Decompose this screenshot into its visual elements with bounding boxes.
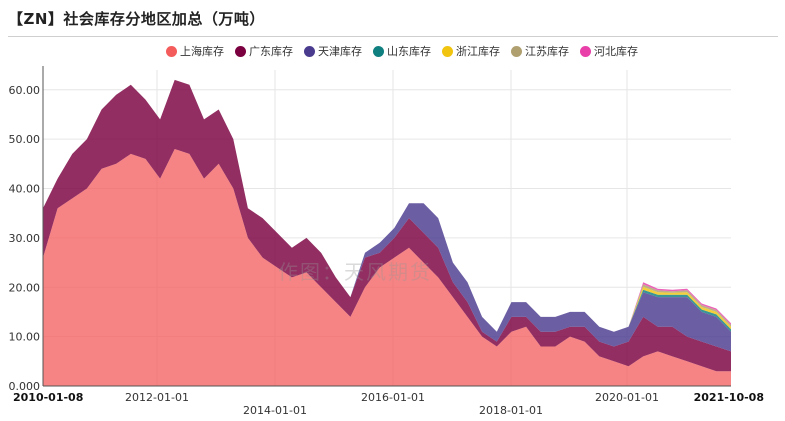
legend-label: 江苏库存 [525, 45, 569, 58]
legend-marker [304, 45, 315, 57]
legend-item-shandong[interactable]: 山东库存 [373, 43, 431, 59]
x-tick-label: 2020-01-01 [595, 391, 659, 404]
x-tick-label: 2016-01-01 [361, 391, 425, 404]
legend-marker [166, 45, 177, 57]
legend-marker [235, 45, 246, 57]
legend-label: 河北库存 [594, 45, 638, 58]
y-tick-label: 30.00 [9, 232, 41, 245]
legend-marker [580, 45, 591, 57]
y-tick-label: 40.00 [9, 183, 41, 196]
legend-item-shanghai[interactable]: 上海库存 [166, 43, 224, 59]
y-tick-label: 0.000 [9, 380, 41, 393]
y-tick-label: 60.00 [9, 84, 41, 97]
y-tick-label: 20.00 [9, 281, 41, 294]
area-series-3 [43, 79, 731, 352]
x-end-label: 2021-10-08 [694, 391, 764, 404]
x-tick-label: 2014-01-01 [243, 404, 307, 417]
legend-label: 天津库存 [318, 45, 362, 58]
legend: 上海库存 广东库存 天津库存 山东库存 浙江库存 江苏库存 河北库存 [166, 43, 638, 59]
legend-label: 广东库存 [249, 45, 293, 58]
x-tick-label: 2018-01-01 [479, 404, 543, 417]
legend-marker [442, 45, 453, 57]
area-series-2 [43, 79, 731, 372]
legend-item-jiangsu[interactable]: 江苏库存 [511, 43, 569, 59]
watermark: 作图：天风期货 [278, 260, 432, 284]
legend-item-guangdong[interactable]: 广东库存 [235, 43, 293, 59]
legend-label: 上海库存 [180, 45, 224, 58]
y-tick-label: 50.00 [9, 133, 41, 146]
x-start-label: 2010-01-08 [13, 391, 83, 404]
x-tick-label: 2012-01-01 [125, 391, 189, 404]
legend-marker [373, 45, 384, 57]
legend-item-zhejiang[interactable]: 浙江库存 [442, 43, 500, 59]
legend-marker [511, 45, 522, 57]
chart-title: 【ZN】社会库存分地区加总（万吨） [8, 10, 265, 28]
legend-label: 浙江库存 [456, 45, 500, 58]
title-divider [8, 36, 778, 37]
legend-item-hebei[interactable]: 河北库存 [580, 43, 638, 59]
y-tick-label: 10.00 [9, 331, 41, 344]
legend-item-tianjin[interactable]: 天津库存 [304, 43, 362, 59]
legend-label: 山东库存 [387, 45, 431, 58]
area-series-1 [43, 149, 731, 386]
